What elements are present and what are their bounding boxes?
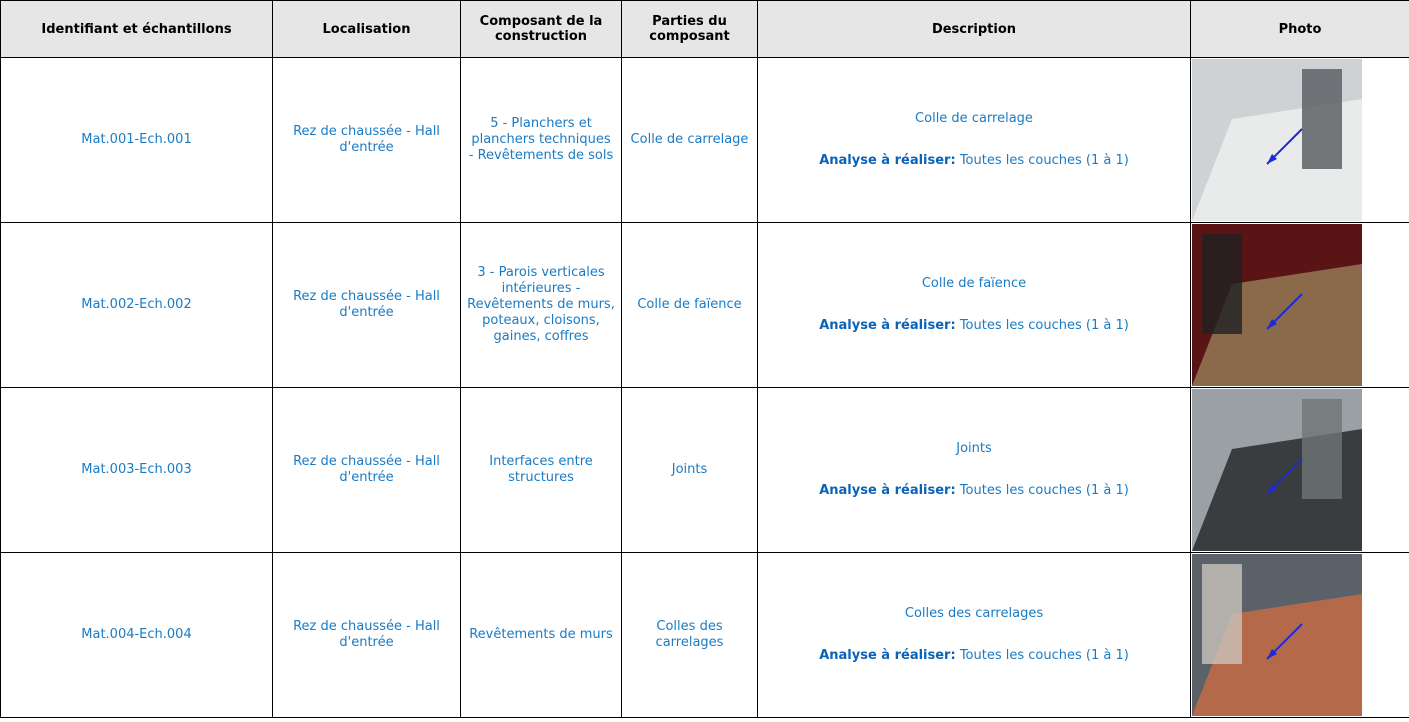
- cell-photo: [1190, 57, 1409, 223]
- cell-part: Joints: [621, 387, 758, 553]
- desc-title: Colle de carrelage: [915, 111, 1033, 126]
- cell-photo: [1190, 387, 1409, 553]
- cell-location: Rez de chaussée - Hall d'entrée: [272, 222, 461, 388]
- analysis-value: Toutes les couches (1 à 1): [959, 648, 1129, 663]
- cell-component: Interfaces entre structures: [460, 387, 622, 553]
- cell-id: Mat.003-Ech.003: [0, 387, 273, 553]
- photo: [1192, 554, 1362, 716]
- photo: [1192, 59, 1362, 221]
- column-header: Description: [757, 0, 1191, 58]
- cell-component: 3 - Parois verticales intérieures - Revê…: [460, 222, 622, 388]
- cell-location: Rez de chaussée - Hall d'entrée: [272, 57, 461, 223]
- analysis-value: Toutes les couches (1 à 1): [959, 483, 1129, 498]
- cell-description: Colle de carrelage Analyse à réaliser: To…: [757, 57, 1191, 223]
- cell-component: 5 - Planchers et planchers techniques - …: [460, 57, 622, 223]
- table-row: Mat.004-Ech.004 Rez de chaussée - Hall d'…: [0, 552, 1409, 718]
- column-header: Localisation: [272, 0, 461, 58]
- cell-id: Mat.002-Ech.002: [0, 222, 273, 388]
- analysis-value: Toutes les couches (1 à 1): [959, 153, 1129, 168]
- analysis: Analyse à réaliser: Toutes les couches (…: [764, 648, 1184, 664]
- cell-id: Mat.004-Ech.004: [0, 552, 273, 718]
- photo: [1192, 389, 1362, 551]
- analysis-label: Analyse à réaliser:: [819, 153, 956, 168]
- cell-description: Colles des carrelages Analyse à réaliser:…: [757, 552, 1191, 718]
- column-header: Photo: [1190, 0, 1409, 58]
- table-row: Mat.001-Ech.001 Rez de chaussée - Hall d'…: [0, 57, 1409, 223]
- analysis-label: Analyse à réaliser:: [819, 483, 956, 498]
- analysis-label: Analyse à réaliser:: [819, 318, 956, 333]
- analysis-value: Toutes les couches (1 à 1): [959, 318, 1129, 333]
- cell-description: Joints Analyse à réaliser: Toutes les cou…: [757, 387, 1191, 553]
- photo: [1192, 224, 1362, 386]
- column-header: Composant de la construction: [460, 0, 622, 58]
- cell-photo: [1190, 552, 1409, 718]
- table-row: Mat.003-Ech.003 Rez de chaussée - Hall d'…: [0, 387, 1409, 553]
- column-header: Identifiant et échantillons: [0, 0, 273, 58]
- cell-description: Colle de faïence Analyse à réaliser: Tout…: [757, 222, 1191, 388]
- cell-component: Revêtements de murs: [460, 552, 622, 718]
- table-row: Mat.002-Ech.002 Rez de chaussée - Hall d'…: [0, 222, 1409, 388]
- analysis-label: Analyse à réaliser:: [819, 648, 956, 663]
- cell-part: Colle de faïence: [621, 222, 758, 388]
- desc-title: Colle de faïence: [921, 276, 1027, 291]
- analysis: Analyse à réaliser: Toutes les couches (…: [764, 483, 1184, 499]
- cell-location: Rez de chaussée - Hall d'entrée: [272, 387, 461, 553]
- cell-id: Mat.001-Ech.001: [0, 57, 273, 223]
- analysis: Analyse à réaliser: Toutes les couches (…: [764, 318, 1184, 334]
- desc-title: Colles des carrelages: [904, 606, 1044, 621]
- cell-photo: [1190, 222, 1409, 388]
- analysis: Analyse à réaliser: Toutes les couches (…: [764, 153, 1184, 169]
- column-header: Parties du composant: [621, 0, 758, 58]
- desc-title: Joints: [956, 441, 992, 456]
- table-body: Mat.001-Ech.001 Rez de chaussée - Hall d'…: [0, 57, 1409, 718]
- cell-part: Colle de carrelage: [621, 57, 758, 223]
- header-row: Identifiant et échantillons Localisation C…: [0, 0, 1409, 58]
- cell-part: Colles des carrelages: [621, 552, 758, 718]
- cell-location: Rez de chaussée - Hall d'entrée: [272, 552, 461, 718]
